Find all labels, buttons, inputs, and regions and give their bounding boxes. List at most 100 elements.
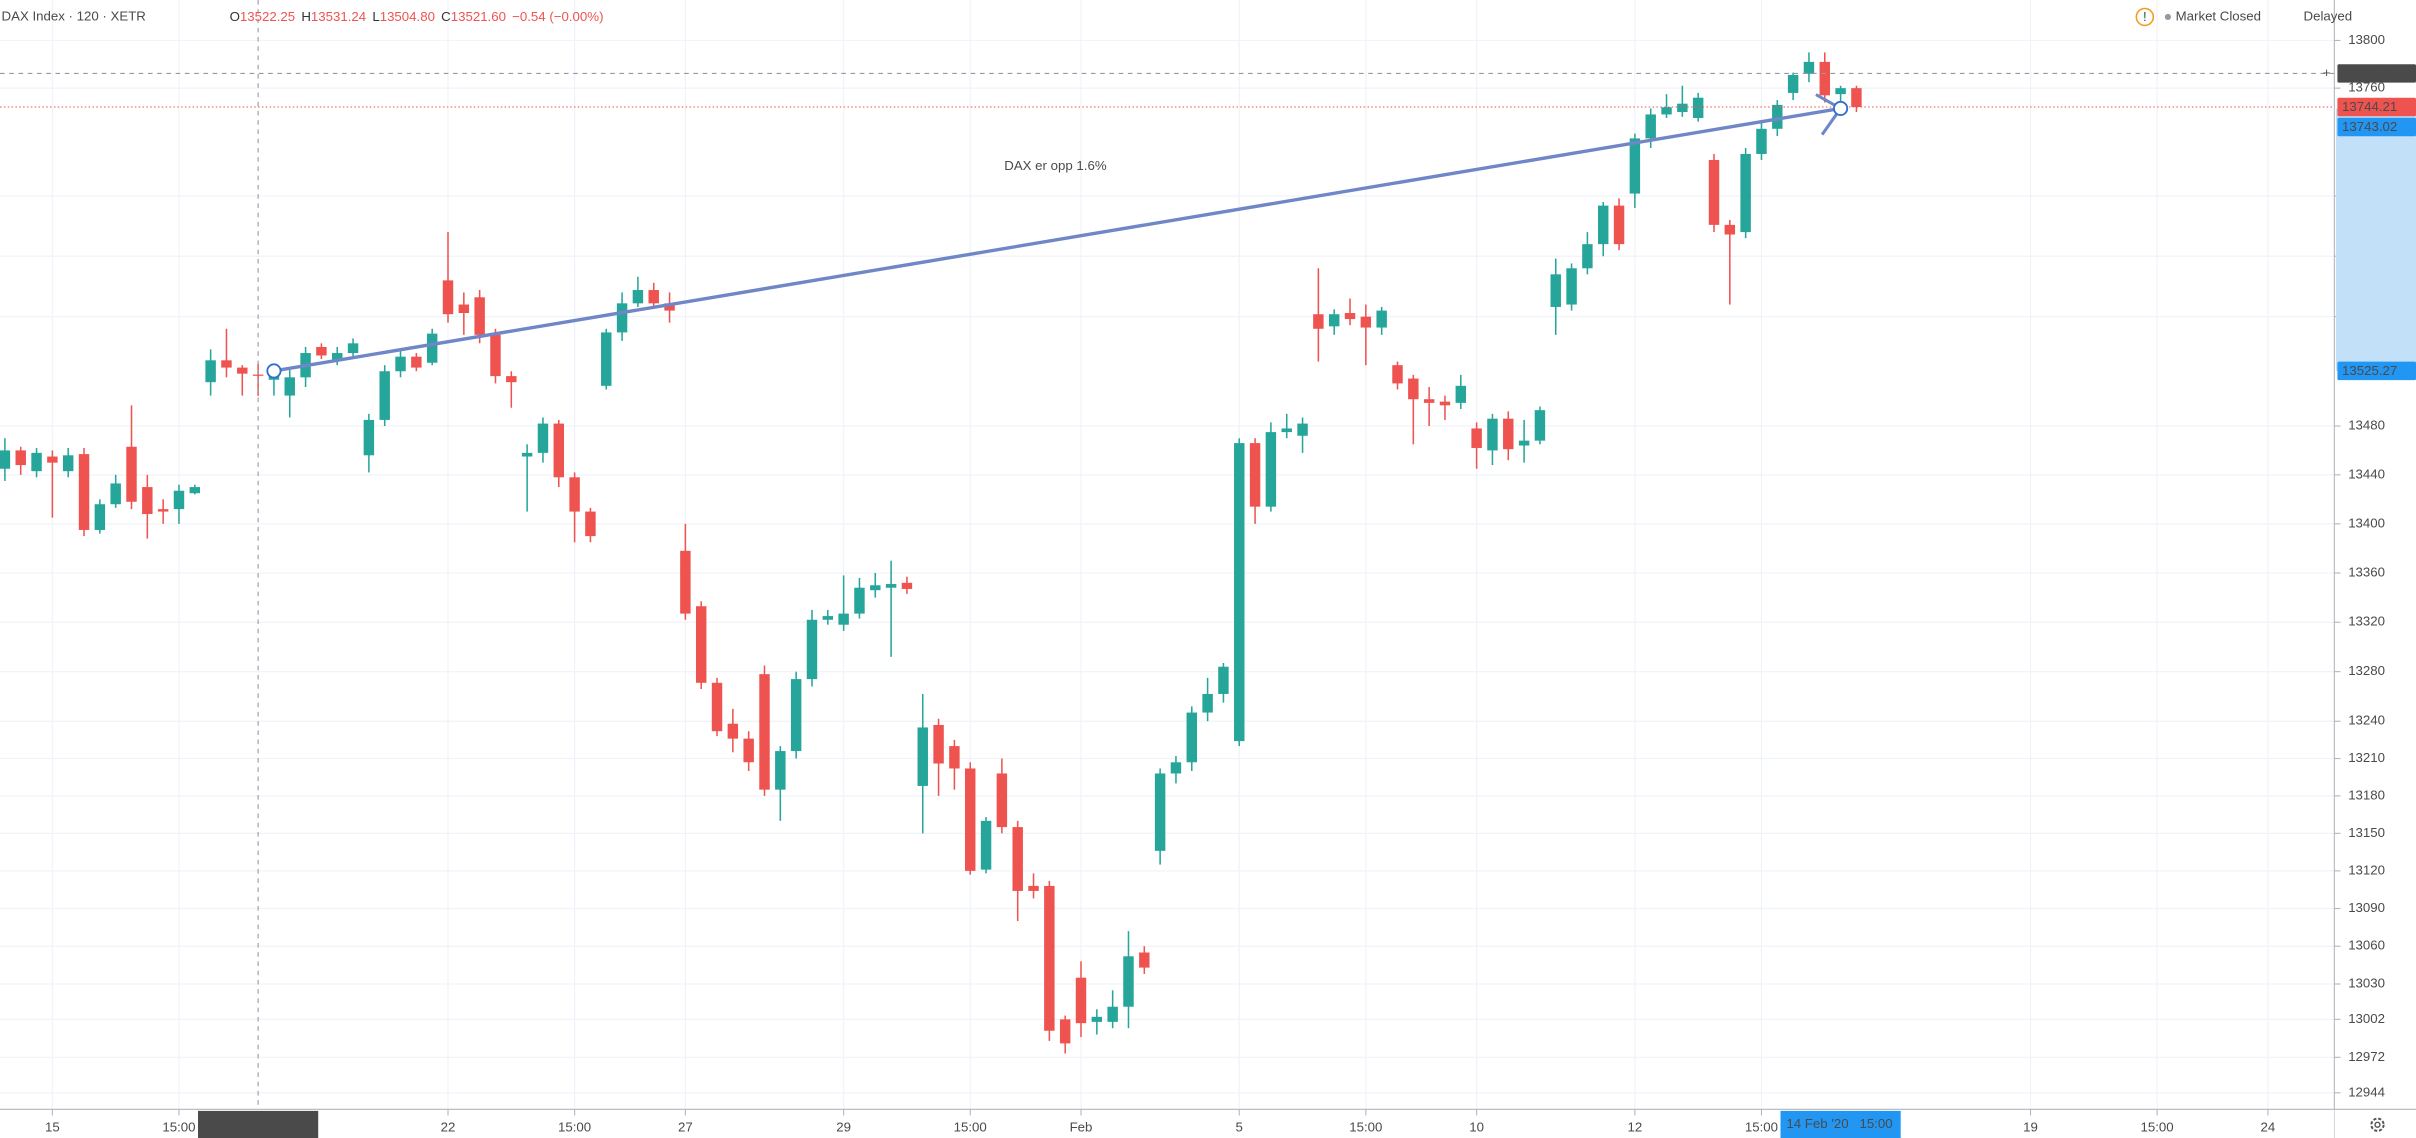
trend-end-date-date: 14 Feb '20 bbox=[1786, 1116, 1848, 1131]
candle-body bbox=[1598, 205, 1609, 245]
candle-body bbox=[616, 303, 628, 333]
candle-body bbox=[648, 290, 659, 304]
candle-body bbox=[332, 353, 343, 361]
change: −0.54 (−0.00%) bbox=[512, 8, 603, 23]
candle-body bbox=[1139, 952, 1150, 968]
x-tick-label: 27 bbox=[678, 1119, 693, 1134]
settings-icon-center bbox=[2374, 1121, 2381, 1128]
x-tick-label: 15:00 bbox=[558, 1119, 591, 1134]
candle-body bbox=[1123, 956, 1134, 1007]
y-tick-label: 13440 bbox=[2348, 466, 2385, 481]
candle-body bbox=[854, 587, 865, 614]
trend-handle bbox=[266, 363, 282, 379]
candle-body bbox=[1803, 61, 1815, 74]
y-tick-label: 13800 bbox=[2348, 32, 2385, 47]
candle-body bbox=[78, 454, 90, 530]
y-tick-label: 13002 bbox=[2348, 1011, 2385, 1026]
header: DAX Index · 120 · XETR O13522.25 H13531.2… bbox=[2, 7, 2385, 1132]
candle-body bbox=[1534, 410, 1546, 441]
candle-body bbox=[949, 746, 960, 769]
trend-end-date-time: 15:00 bbox=[1859, 1116, 1892, 1131]
candle-body bbox=[806, 619, 818, 680]
candle-body bbox=[885, 584, 897, 588]
ohlc-value: 13522.25 bbox=[240, 8, 295, 23]
candle-body bbox=[1186, 712, 1197, 763]
x-tick-label: 15 bbox=[45, 1119, 60, 1134]
candle-body bbox=[775, 751, 786, 790]
candle-body bbox=[759, 674, 770, 790]
candle-body bbox=[1344, 313, 1356, 320]
warning-icon[interactable] bbox=[2135, 7, 2155, 27]
candle-body bbox=[1550, 274, 1561, 307]
candle-body bbox=[237, 367, 248, 374]
candle-body bbox=[1487, 418, 1498, 451]
candle-body bbox=[442, 280, 454, 315]
candle-body bbox=[316, 346, 327, 356]
candle-body bbox=[727, 723, 739, 739]
y-tick-label: 13030 bbox=[2348, 976, 2385, 991]
ohlc-label: H bbox=[301, 8, 311, 23]
trend-handle bbox=[1833, 100, 1849, 116]
candle-body bbox=[965, 768, 976, 871]
x-tick-label: 5 bbox=[1236, 1119, 1243, 1134]
candle-body bbox=[521, 452, 533, 457]
y-tick-label: 13210 bbox=[2348, 750, 2385, 765]
candle-body bbox=[221, 360, 232, 368]
ohlc-label: C bbox=[441, 8, 451, 23]
candle-body bbox=[743, 738, 754, 763]
y-tick-label: 12972 bbox=[2348, 1049, 2385, 1064]
trend-line bbox=[273, 106, 1841, 373]
last-price-box bbox=[2337, 97, 2416, 117]
x-tick-label: 29 bbox=[836, 1119, 851, 1134]
ohlc-readout: O13522.25 H13531.24 L13504.80 C13521.60 −0.5… bbox=[230, 8, 604, 23]
candle-body bbox=[189, 487, 201, 494]
candle-body bbox=[822, 616, 834, 620]
candle-body bbox=[1677, 103, 1688, 113]
candle-body bbox=[1281, 428, 1292, 433]
candle-body bbox=[1234, 443, 1245, 742]
crosshair-price-box bbox=[2337, 64, 2416, 83]
candle-body bbox=[711, 682, 723, 732]
candle-body bbox=[1692, 97, 1704, 119]
candle-body bbox=[1471, 428, 1482, 448]
y-tick-label: 13400 bbox=[2348, 515, 2385, 530]
candle-body bbox=[173, 490, 185, 510]
candle-body bbox=[474, 297, 485, 335]
candle-body bbox=[933, 724, 944, 764]
candle-body bbox=[1392, 365, 1403, 384]
candle-body bbox=[1503, 418, 1514, 450]
candle-body bbox=[1075, 977, 1087, 1024]
y-tick-label: 12944 bbox=[2348, 1084, 2385, 1099]
y-tick-label: 13060 bbox=[2348, 938, 2385, 953]
candle-body bbox=[31, 452, 42, 472]
candle-body bbox=[142, 487, 153, 515]
y-tick-label: 13120 bbox=[2348, 862, 2385, 877]
candle-body bbox=[1107, 1006, 1118, 1022]
candle-body bbox=[601, 332, 612, 386]
candle-body bbox=[1439, 401, 1451, 406]
crosshair-plus: + bbox=[2323, 65, 2331, 80]
candle-body bbox=[790, 679, 802, 752]
candle-body bbox=[110, 483, 121, 505]
candle-body bbox=[1218, 666, 1229, 694]
candle-body bbox=[1265, 432, 1277, 507]
x-tick-label: 15:00 bbox=[2141, 1119, 2174, 1134]
ohlc-label: L bbox=[372, 8, 379, 23]
candle-body bbox=[284, 377, 295, 396]
candle-body bbox=[363, 419, 375, 456]
candle-body bbox=[157, 509, 169, 512]
ohlc-label: O bbox=[230, 8, 240, 23]
y-selection-band bbox=[2335, 108, 2416, 371]
candle-body bbox=[1787, 75, 1799, 93]
y-tick-label: 13760 bbox=[2348, 80, 2385, 95]
candle-body bbox=[996, 773, 1008, 828]
candle-body bbox=[1313, 314, 1324, 329]
candle-body bbox=[1851, 88, 1862, 108]
x-tick-label: 15:00 bbox=[1349, 1119, 1382, 1134]
candle-body bbox=[1360, 316, 1372, 328]
candle-body bbox=[458, 304, 470, 314]
candle-body bbox=[1740, 153, 1751, 233]
candle-body bbox=[1661, 107, 1672, 115]
candle-body bbox=[47, 456, 58, 463]
candle-body bbox=[1028, 885, 1039, 891]
